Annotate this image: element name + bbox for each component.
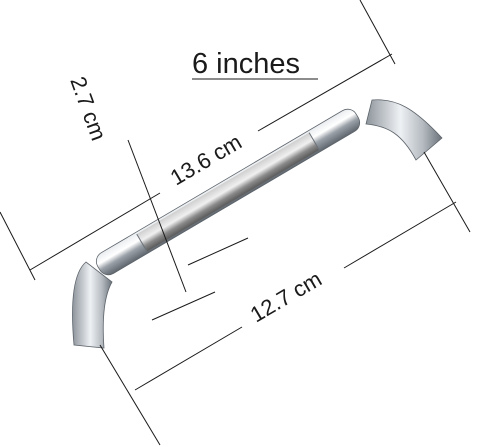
- title-label: 6 inches: [192, 48, 300, 80]
- height-dimension-line: [127, 139, 187, 293]
- cabinet-handle: [72, 99, 443, 349]
- hole-spacing-line-right: [343, 201, 457, 269]
- hole-spacing-line-left: [134, 326, 243, 391]
- total-length-line-right: [257, 53, 393, 132]
- hole-spacing-label: 12.7 cm: [246, 266, 326, 327]
- total-length-extension-right: [359, 0, 396, 65]
- total-length-line-left: [29, 192, 161, 271]
- height-extension-upper: [187, 237, 249, 266]
- handle-right-leg: [365, 99, 443, 161]
- handle-brushed-section: [136, 132, 320, 252]
- total-length-extension-left: [0, 211, 36, 281]
- height-extension-lower: [151, 291, 216, 321]
- hole-spacing-extension-right: [423, 151, 471, 233]
- hole-spacing-extension-left: [99, 344, 161, 446]
- dimension-lines: [0, 0, 471, 446]
- height-label: 2.7 cm: [65, 73, 111, 144]
- handle-left-leg: [72, 261, 113, 349]
